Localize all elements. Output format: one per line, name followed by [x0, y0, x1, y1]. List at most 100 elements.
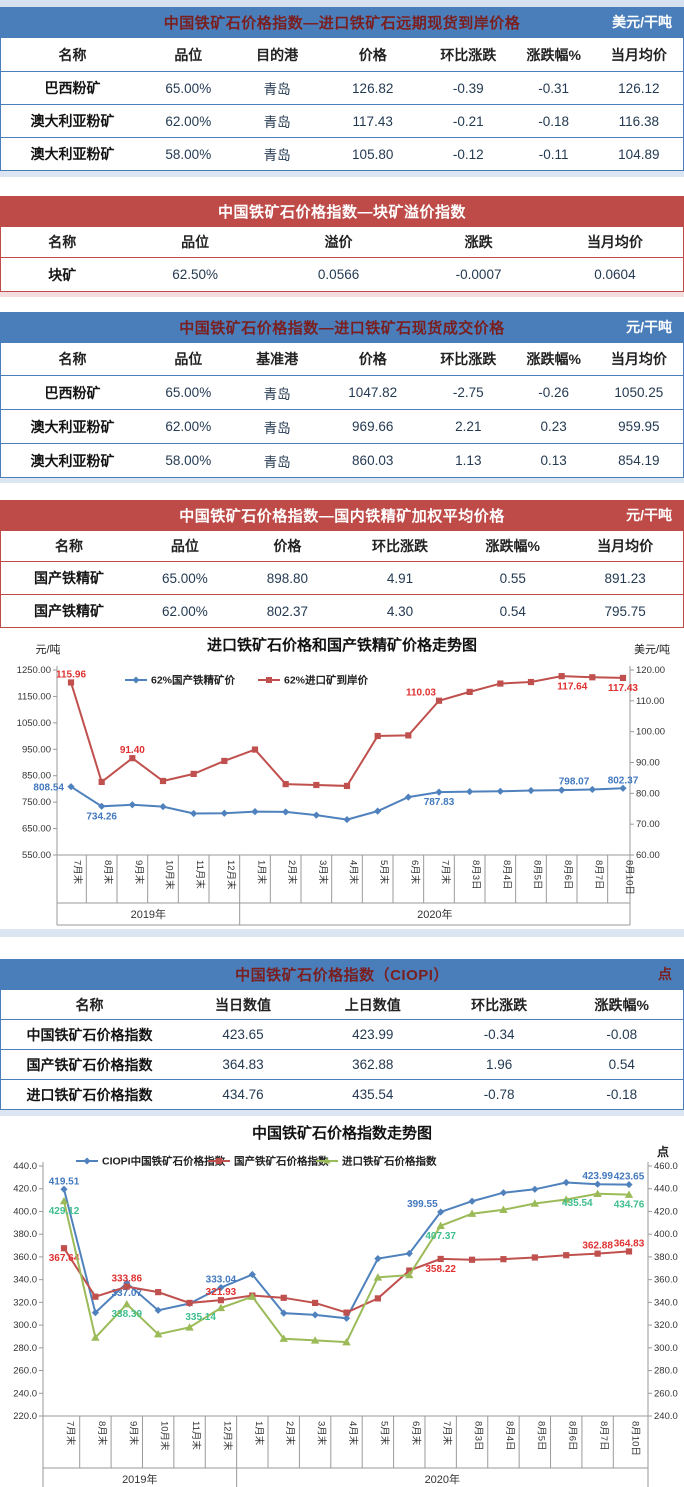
data-point-annotation: 337.07	[111, 1288, 142, 1299]
data-point-marker	[342, 1314, 351, 1322]
value-cell: 62.50%	[172, 267, 219, 282]
value-cell: 435.54	[352, 1087, 394, 1102]
x-axis-category-label: 10月末	[159, 1421, 171, 1451]
column-header: 价格	[358, 46, 387, 63]
table-row: 国产铁精矿 62.00% 802.37 4.30 0.54 795.75	[0, 595, 684, 628]
data-point-marker	[98, 778, 105, 786]
data-point-marker	[248, 1292, 257, 1300]
value-cell: 青岛	[263, 454, 291, 470]
table-title: 中国铁矿石价格指数—进口铁矿石远期现货到岸价格	[163, 14, 521, 32]
column-header: 当月均价	[610, 351, 667, 367]
value-cell: 860.03	[352, 453, 394, 468]
value-cell: 62.00%	[165, 419, 212, 434]
value-cell: 0.23	[540, 419, 567, 434]
value-cell: 969.66	[352, 419, 394, 434]
value-cell: -0.31	[538, 80, 570, 96]
row-name-cell: 国产铁精矿	[34, 570, 105, 586]
value-cell: 青岛	[263, 386, 291, 402]
x-axis-category-label: 7月末	[439, 860, 451, 885]
column-header-row: 名称 品位 价格 环比涨跌 涨跌幅% 当月均价	[0, 531, 684, 562]
value-cell: 891.23	[604, 570, 646, 586]
left-axis-tick-label: 1250.00	[17, 665, 51, 676]
value-cell: 65.00%	[165, 385, 212, 400]
column-header: 当月均价	[610, 46, 667, 63]
value-cell: -0.18	[606, 1087, 638, 1102]
legend-item-label: 62%国产铁精矿价	[151, 674, 236, 687]
chart-title: 进口铁矿石价格和国产铁精矿价格走势图	[207, 636, 477, 654]
value-cell: 2.21	[455, 419, 482, 434]
legend-item-label: 国产铁矿石价格指数	[234, 1155, 329, 1168]
x-axis-category-label: 8月6日	[567, 1421, 578, 1451]
data-point-marker	[625, 1248, 633, 1255]
table-header-bar: 中国铁矿石价格指数—块矿溢价指数	[0, 196, 684, 226]
data-point-marker	[619, 674, 627, 682]
data-point-marker	[497, 680, 504, 687]
data-point-marker	[374, 807, 382, 815]
data-point-marker	[406, 1267, 413, 1274]
x-axis-category-label: 8月4日	[501, 860, 512, 890]
table-header-bar: 中国铁矿石价格指数—国内铁精矿加权平均价格 元/干吨	[0, 500, 684, 530]
gap	[0, 297, 684, 312]
value-cell: -0.12	[452, 146, 484, 162]
right-axis-tick-label: 60.00	[636, 850, 660, 861]
value-cell: 898.80	[266, 570, 308, 586]
x-axis-category-label: 2月末	[284, 1421, 296, 1446]
value-cell: 0.54	[608, 1057, 635, 1072]
gap	[0, 483, 684, 500]
table-row: 进口铁矿石价格指数 434.76 435.54 -0.78 -0.18	[0, 1080, 684, 1110]
value-cell: -0.11	[538, 146, 569, 162]
data-point-marker	[91, 1308, 99, 1317]
value-cell: 青岛	[263, 148, 291, 163]
table-unit-label: 元/干吨	[626, 507, 672, 523]
x-axis-category-label: 7月末	[72, 860, 84, 885]
data-point-marker	[589, 674, 596, 681]
data-point-marker	[221, 757, 228, 765]
data-point-marker	[466, 787, 474, 796]
data-point-marker	[154, 1306, 162, 1314]
data-point-marker	[466, 688, 473, 695]
data-point-annotation: 808.54	[33, 783, 64, 794]
column-header: 当月均价	[597, 538, 654, 554]
value-cell: -0.0007	[455, 267, 502, 282]
row-name-cell: 国产铁精矿	[34, 603, 105, 619]
right-axis-tick-label: 460.0	[654, 1161, 678, 1172]
x-axis-category-label: 1月末	[253, 1421, 265, 1446]
data-point-marker	[282, 808, 290, 816]
data-table: 名称 品位 价格 环比涨跌 涨跌幅% 当月均价 国产铁精矿 65.00% 898.80 4.91 0…	[0, 530, 684, 628]
column-header: 品位	[174, 351, 203, 367]
data-point-annotation: 335.14	[185, 1312, 216, 1323]
row-name-cell: 国产铁矿石价格指数	[26, 1056, 153, 1073]
value-cell: -2.75	[452, 385, 484, 400]
separator-band	[0, 478, 684, 483]
column-header: 涨跌幅%	[526, 46, 581, 63]
value-cell: 0.54	[499, 603, 526, 619]
data-point-marker	[624, 1190, 634, 1198]
value-cell: 802.37	[266, 603, 308, 619]
left-axis-tick-label: 300.0	[13, 1320, 37, 1331]
data-point-marker	[343, 782, 351, 790]
column-header: 涨跌幅%	[526, 351, 581, 367]
data-point-annotation: 399.55	[407, 1199, 438, 1210]
row-name-cell: 块矿	[48, 266, 77, 283]
left-axis-tick-label: 550.00	[22, 850, 51, 861]
data-point-marker	[92, 1293, 99, 1300]
data-point-annotation: 367.64	[49, 1253, 80, 1264]
table-row: 巴西粉矿 65.00% 青岛 126.82 -0.39 -0.31 126.12	[0, 72, 684, 105]
data-point-annotation: 338.39	[111, 1309, 142, 1320]
right-axis-tick-label: 240.0	[654, 1411, 678, 1422]
column-header: 名称	[48, 234, 77, 250]
data-point-marker	[499, 1205, 508, 1213]
left-axis-tick-label: 850.00	[22, 771, 51, 782]
data-point-marker	[374, 732, 381, 740]
column-header: 环比涨跌	[471, 996, 528, 1013]
separator-band	[0, 171, 684, 177]
left-axis-tick-label: 950.00	[22, 744, 51, 755]
x-axis-category-label: 8月10日	[630, 1421, 641, 1456]
value-cell: 1050.25	[614, 385, 664, 400]
data-point-annotation: 115.96	[56, 669, 86, 680]
data-point-marker	[122, 1299, 131, 1308]
data-point-marker	[251, 746, 259, 753]
x-axis-category-label: 5月末	[378, 1421, 390, 1446]
year-group-label: 2020年	[425, 1472, 460, 1486]
